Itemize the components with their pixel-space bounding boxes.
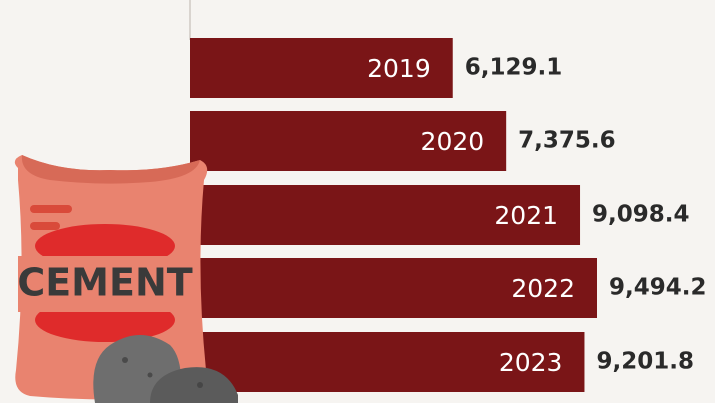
- category-label: 2020: [421, 127, 485, 156]
- bag-label: CEMENT: [17, 261, 192, 305]
- category-label: 2019: [367, 54, 431, 83]
- rock-speck: [197, 382, 203, 388]
- value-label: 7,375.6: [518, 128, 616, 154]
- value-label: 6,129.1: [465, 55, 563, 81]
- bag-stripe: [30, 205, 72, 213]
- category-label: 2021: [494, 201, 558, 230]
- page: 2019 6,129.1 2020 7,375.6 2021 9,098.4 2022 9,4…: [0, 0, 715, 403]
- bag-stripe: [30, 222, 60, 230]
- value-label: 9,494.2: [609, 275, 707, 301]
- rock-speck: [148, 373, 153, 378]
- value-label: 9,098.4: [592, 202, 690, 228]
- category-label: 2023: [499, 348, 563, 377]
- chart: 2019 6,129.1 2020 7,375.6 2021 9,098.4 2022 9,4…: [0, 0, 715, 403]
- rock-speck: [122, 357, 128, 363]
- category-label: 2022: [511, 274, 575, 303]
- value-label: 9,201.8: [596, 349, 694, 375]
